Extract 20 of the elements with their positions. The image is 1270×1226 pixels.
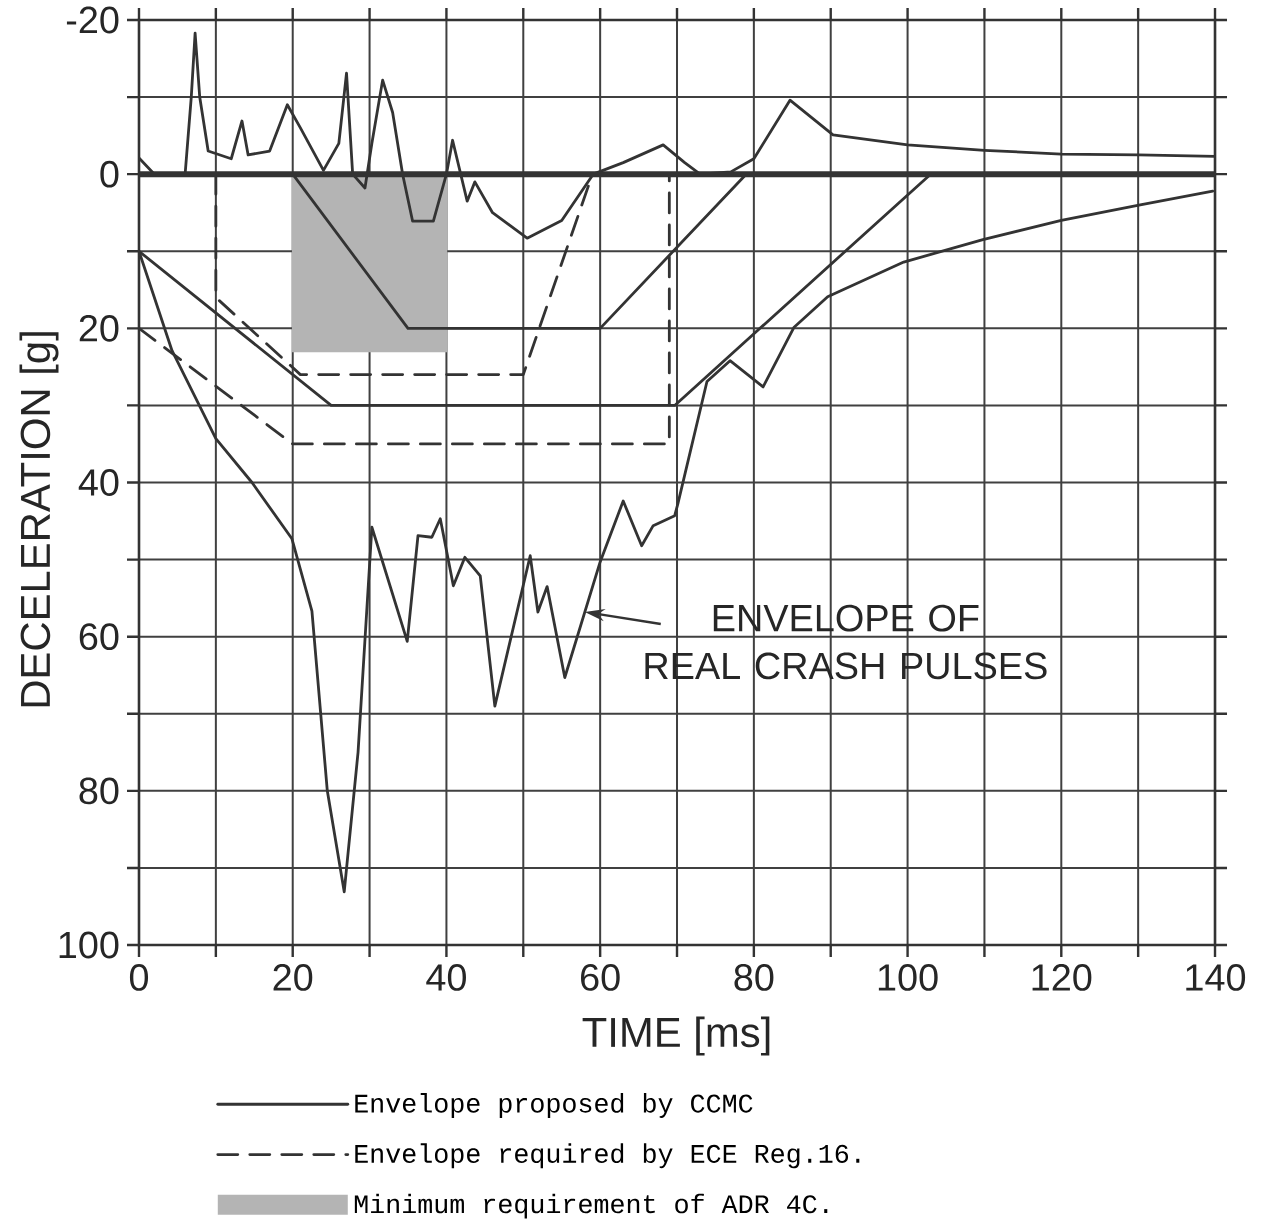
- x-tick-label: 0: [129, 964, 149, 991]
- y-tick-label: 0: [100, 160, 119, 188]
- y-tick-label: 100: [59, 931, 119, 959]
- x-tick-label: 140: [1186, 964, 1246, 991]
- legend-label: Minimum requirement of ADR 4C.: [354, 1193, 828, 1219]
- legend-label: Envelope proposed by CCMC: [355, 1093, 753, 1118]
- y-tick-label: 20: [79, 314, 119, 342]
- y-axis-title: DECELERATION [g]: [19, 332, 59, 707]
- x-tick-label: 120: [1032, 964, 1092, 991]
- legend-label: Envelope required by ECE Reg.16.: [355, 1143, 860, 1169]
- x-tick-label: 60: [581, 964, 620, 991]
- x-tick-label: 100: [878, 964, 938, 991]
- y-tick-label: 40: [78, 469, 119, 496]
- x-axis-title: TIME [ms]: [582, 1016, 770, 1056]
- y-tick-label: 80: [79, 777, 119, 805]
- y-tick-label: 60: [79, 623, 119, 651]
- x-tick-label: 40: [426, 964, 466, 991]
- y-tick-label: -20: [66, 6, 119, 34]
- x-tick-label: 20: [273, 964, 313, 991]
- x-tick-label: 80: [734, 964, 774, 991]
